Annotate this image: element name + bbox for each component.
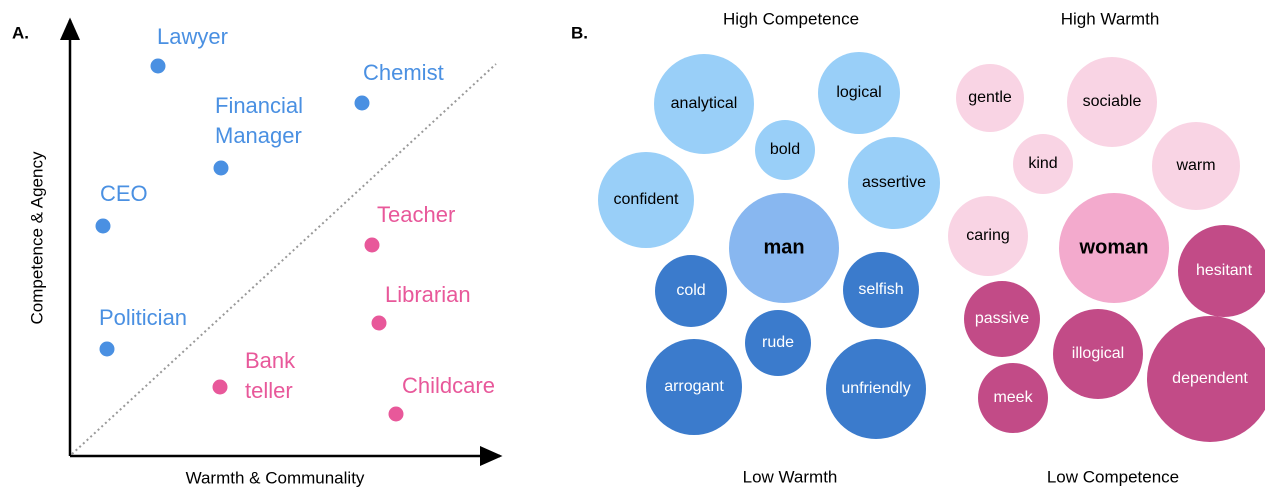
bubble bbox=[1067, 57, 1157, 147]
point-label: Financial bbox=[215, 93, 303, 118]
bubble-label: man bbox=[763, 236, 804, 258]
header: Low Warmth bbox=[743, 467, 838, 486]
bubble bbox=[1059, 193, 1169, 303]
bubble-label: cold bbox=[676, 282, 705, 299]
bubble bbox=[843, 252, 919, 328]
bubble-label: assertive bbox=[862, 174, 926, 191]
point-label: Chemist bbox=[363, 60, 444, 85]
point bbox=[95, 218, 111, 234]
point-label: Bank bbox=[245, 348, 296, 373]
point-label: Politician bbox=[99, 305, 187, 330]
y-axis-label: Competence & Agency bbox=[27, 151, 46, 324]
bubble bbox=[755, 120, 815, 180]
bubble bbox=[956, 64, 1024, 132]
bubble bbox=[1053, 309, 1143, 399]
bubble-label: selfish bbox=[858, 281, 903, 298]
bubble bbox=[978, 363, 1048, 433]
bubble bbox=[1178, 225, 1265, 317]
bubble-label: unfriendly bbox=[841, 380, 910, 397]
point-label: Manager bbox=[215, 123, 302, 148]
header: High Warmth bbox=[1061, 9, 1160, 28]
x-axis-label: Warmth & Communality bbox=[186, 468, 365, 487]
header: High Competence bbox=[723, 9, 859, 28]
bubble-label: arrogant bbox=[664, 378, 724, 395]
bubble bbox=[729, 193, 839, 303]
bubble-label: gentle bbox=[968, 89, 1012, 106]
point-label: Childcare bbox=[402, 373, 495, 398]
point bbox=[99, 341, 115, 357]
bubble-label: rude bbox=[762, 334, 794, 351]
bubble bbox=[745, 310, 811, 376]
bubble bbox=[818, 52, 900, 134]
bubble-label: dependent bbox=[1172, 370, 1248, 387]
point-label: Lawyer bbox=[157, 24, 228, 49]
bubble-label: bold bbox=[770, 141, 800, 158]
bubble bbox=[1152, 122, 1240, 210]
bubble bbox=[1147, 316, 1265, 442]
bubble bbox=[826, 339, 926, 439]
point bbox=[213, 160, 229, 176]
bubble-label: kind bbox=[1028, 155, 1057, 172]
point bbox=[150, 58, 166, 74]
diagonal bbox=[71, 63, 497, 455]
bubble-label: warm bbox=[1175, 157, 1215, 174]
bubble-label: sociable bbox=[1083, 93, 1142, 110]
header: Low Competence bbox=[1047, 467, 1179, 486]
bubble bbox=[848, 137, 940, 229]
point-label: teller bbox=[245, 378, 293, 403]
bubble-label: passive bbox=[975, 310, 1029, 327]
point bbox=[388, 406, 404, 422]
bubble-label: meek bbox=[993, 389, 1033, 406]
point-label: Teacher bbox=[377, 202, 455, 227]
bubble-label: caring bbox=[966, 227, 1010, 244]
bubble-label: confident bbox=[614, 191, 679, 208]
bubble bbox=[646, 339, 742, 435]
bubble bbox=[655, 255, 727, 327]
panel-label: A. bbox=[12, 23, 29, 42]
point bbox=[364, 237, 380, 253]
bubble bbox=[964, 281, 1040, 357]
bubble-label: analytical bbox=[671, 95, 738, 112]
bubble bbox=[1013, 134, 1073, 194]
panel-label: B. bbox=[571, 23, 588, 42]
point bbox=[212, 379, 228, 395]
bubble-label: woman bbox=[1079, 236, 1149, 258]
bubble bbox=[948, 196, 1028, 276]
bubble bbox=[598, 152, 694, 248]
point bbox=[371, 315, 387, 331]
point bbox=[354, 95, 370, 111]
bubble-label: illogical bbox=[1072, 345, 1124, 362]
bubble-label: logical bbox=[836, 84, 881, 101]
bubble bbox=[654, 54, 754, 154]
bubble-label: hesitant bbox=[1196, 262, 1253, 279]
point-label: CEO bbox=[100, 181, 148, 206]
point-label: Librarian bbox=[385, 282, 471, 307]
